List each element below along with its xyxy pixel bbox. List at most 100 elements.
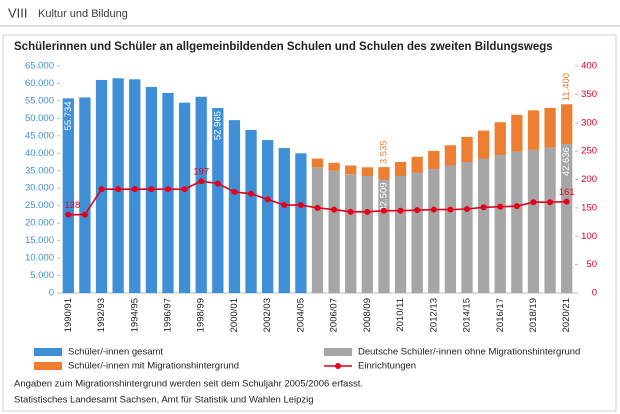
bar xyxy=(378,179,390,293)
point xyxy=(281,202,288,209)
bar xyxy=(394,176,407,293)
point xyxy=(397,207,404,214)
bar xyxy=(361,167,373,177)
y-tick-label: 15.000 xyxy=(25,235,54,246)
bar xyxy=(561,144,573,293)
data-label: 11.400 xyxy=(561,73,572,101)
y2-tick-label: 350 xyxy=(581,89,597,100)
y-tick-label: 30.000 xyxy=(25,183,54,194)
bar xyxy=(79,97,91,293)
bar xyxy=(345,165,357,175)
x-tick-label: 2012/13 xyxy=(428,298,439,332)
point xyxy=(430,206,437,213)
bar xyxy=(477,130,490,159)
point xyxy=(115,186,122,193)
y-tick-label: 25.000 xyxy=(25,200,54,211)
x-tick-label: 1990/91 xyxy=(63,298,74,332)
chart-title: Schülerinnen und Schüler an allgemeinbil… xyxy=(14,41,553,53)
bar xyxy=(544,147,556,293)
point xyxy=(148,186,155,193)
section-number: VIII xyxy=(8,5,28,20)
y-tick-label: 50.000 xyxy=(25,113,54,124)
bar xyxy=(494,122,506,156)
bar xyxy=(527,149,540,293)
point xyxy=(331,206,338,213)
x-tick-label: 2010/11 xyxy=(395,298,406,332)
legend-label: Deutsche Schüler/-innen ohne Migrationsh… xyxy=(358,347,580,358)
x-tick-label: 2006/07 xyxy=(329,298,340,332)
y-tick-label: 40.000 xyxy=(25,148,54,159)
point xyxy=(297,202,304,209)
bar xyxy=(394,162,407,177)
y2-tick-label: 250 xyxy=(581,146,597,157)
bar xyxy=(511,151,523,293)
y-tick-label: 5.000 xyxy=(30,270,54,281)
bar xyxy=(311,167,324,293)
point xyxy=(347,208,354,215)
point xyxy=(480,204,487,211)
data-label: 52.965 xyxy=(212,111,223,140)
point xyxy=(164,186,171,193)
footnote: Angaben zum Migrationshintergrund werden… xyxy=(14,379,363,390)
data-label: 3.535 xyxy=(378,140,389,164)
x-tick-label: 2014/15 xyxy=(462,298,473,332)
x-tick-label: 2016/17 xyxy=(495,298,506,332)
legend-swatch xyxy=(335,363,341,369)
bar xyxy=(245,129,257,293)
y2-tick-label: 200 xyxy=(581,174,597,185)
bar xyxy=(411,172,423,293)
y2-tick-label: 400 xyxy=(581,61,597,72)
bar xyxy=(228,120,241,293)
x-tick-label: 2020/21 xyxy=(561,298,572,332)
data-label: 55.734 xyxy=(63,101,74,130)
bar xyxy=(378,167,390,180)
point xyxy=(198,178,205,185)
point xyxy=(65,211,72,218)
point xyxy=(264,196,271,203)
bar xyxy=(345,174,357,293)
y-tick-label: 20.000 xyxy=(25,218,54,229)
x-tick-label: 2018/19 xyxy=(528,298,539,332)
data-label: 197 xyxy=(193,167,209,178)
y2-tick-label: 100 xyxy=(581,231,597,242)
bar xyxy=(112,78,124,293)
y-tick-label: 65.000 xyxy=(25,61,54,72)
source: Statistisches Landesamt Sachsen, Amt für… xyxy=(14,395,314,406)
y-tick-label: 35.000 xyxy=(25,165,54,176)
point xyxy=(231,188,238,195)
point xyxy=(414,207,421,214)
point xyxy=(447,206,454,213)
legend-label: Schüler/-innen mit Migrationshintergrund xyxy=(68,361,239,372)
bar xyxy=(494,155,506,293)
bar xyxy=(544,107,556,148)
bar xyxy=(561,104,573,145)
bar xyxy=(328,162,340,171)
x-tick-label: 1996/97 xyxy=(162,298,173,332)
bar xyxy=(428,150,440,170)
x-tick-label: 2002/03 xyxy=(262,298,273,332)
x-tick-label: 2000/01 xyxy=(229,298,240,332)
y-tick-label: 55.000 xyxy=(25,95,54,106)
bar xyxy=(311,158,324,168)
bar xyxy=(477,158,490,293)
bar xyxy=(511,114,523,152)
bar xyxy=(295,153,307,293)
bar xyxy=(428,169,440,293)
bar xyxy=(461,136,473,163)
point xyxy=(214,180,221,187)
x-tick-label: 1998/99 xyxy=(196,298,207,332)
bar xyxy=(328,170,340,293)
chart-frame xyxy=(2,34,617,412)
point xyxy=(563,198,570,205)
data-label: 161 xyxy=(559,187,575,198)
legend-label: Einrichtungen xyxy=(358,361,416,372)
point xyxy=(497,203,504,210)
y-tick-label: 45.000 xyxy=(25,130,54,141)
x-tick-label: 2004/05 xyxy=(295,298,306,332)
bar xyxy=(361,176,373,293)
bar xyxy=(212,108,224,293)
bar xyxy=(444,165,457,293)
bar xyxy=(195,96,207,294)
bar xyxy=(62,98,74,293)
point xyxy=(380,207,387,214)
